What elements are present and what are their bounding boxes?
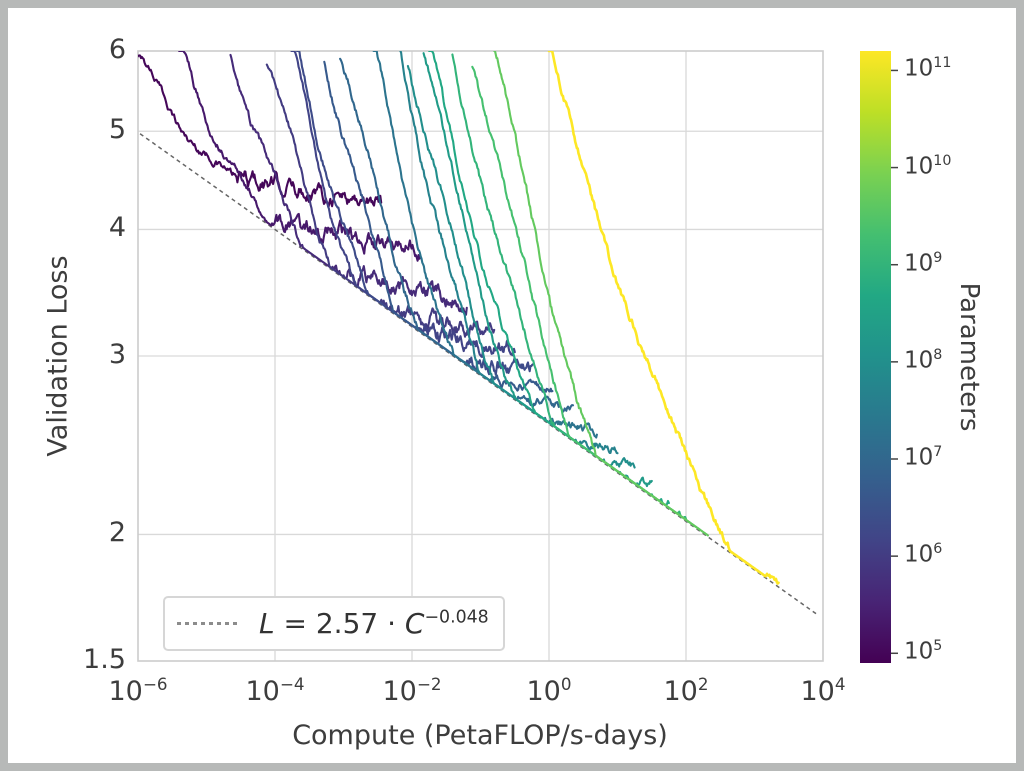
y-tick-label: 6 [108, 34, 126, 65]
learning-curve [229, 53, 468, 316]
x-tick-label: 10−6 [108, 674, 168, 707]
y-tick-label: 1.5 [83, 644, 126, 675]
equation-lhs: L [259, 607, 275, 640]
learning-curve [138, 54, 383, 209]
y-tick-label: 5 [108, 114, 126, 146]
colorbar [860, 51, 891, 663]
learning-curve [422, 52, 653, 488]
dashed-line-swatch [177, 622, 237, 625]
colorbar-label: Parameters [954, 282, 984, 432]
x-axis-label: Compute (PetaFLOP/s-days) [292, 720, 668, 751]
colorbar-tick-label: 107 [904, 444, 943, 471]
learning-curve [471, 65, 701, 531]
learning-curve [339, 57, 575, 413]
equation-mid: = 2.57 · [274, 607, 405, 640]
colorbar-tick-label: 108 [904, 346, 943, 374]
colorbar-tick-label: 105 [904, 638, 943, 665]
learning-curve [493, 51, 709, 537]
power-law-fit-line [139, 133, 819, 616]
y-axis-label: Validation Loss [42, 255, 74, 457]
y-tick-label: 4 [108, 212, 126, 244]
colorbar-tick-label: 1010 [904, 152, 952, 180]
x-tick-label: 104 [800, 674, 846, 707]
learning-curve [547, 51, 780, 585]
plot-frame [137, 50, 824, 662]
plot-canvas [137, 50, 898, 663]
x-tick-label: 100 [526, 674, 572, 707]
colorbar-tick-label: 109 [904, 249, 943, 277]
x-tick-label: 102 [663, 674, 709, 707]
x-tick-label: 10−2 [382, 674, 442, 707]
equation-base: C [404, 607, 425, 640]
colorbar-tick-label: 1011 [904, 55, 952, 83]
learning-curve [178, 51, 422, 262]
equation-exponent: −0.048 [424, 607, 489, 628]
y-tick-label: 3 [108, 339, 126, 370]
x-tick-label: 10−4 [245, 674, 305, 707]
fit-equation: L = 2.57 · C−0.048 [259, 607, 489, 640]
colorbar-tick-label: 106 [904, 541, 943, 568]
y-tick-label: 2 [108, 517, 126, 549]
legend: L = 2.57 · C−0.048 [163, 596, 505, 651]
